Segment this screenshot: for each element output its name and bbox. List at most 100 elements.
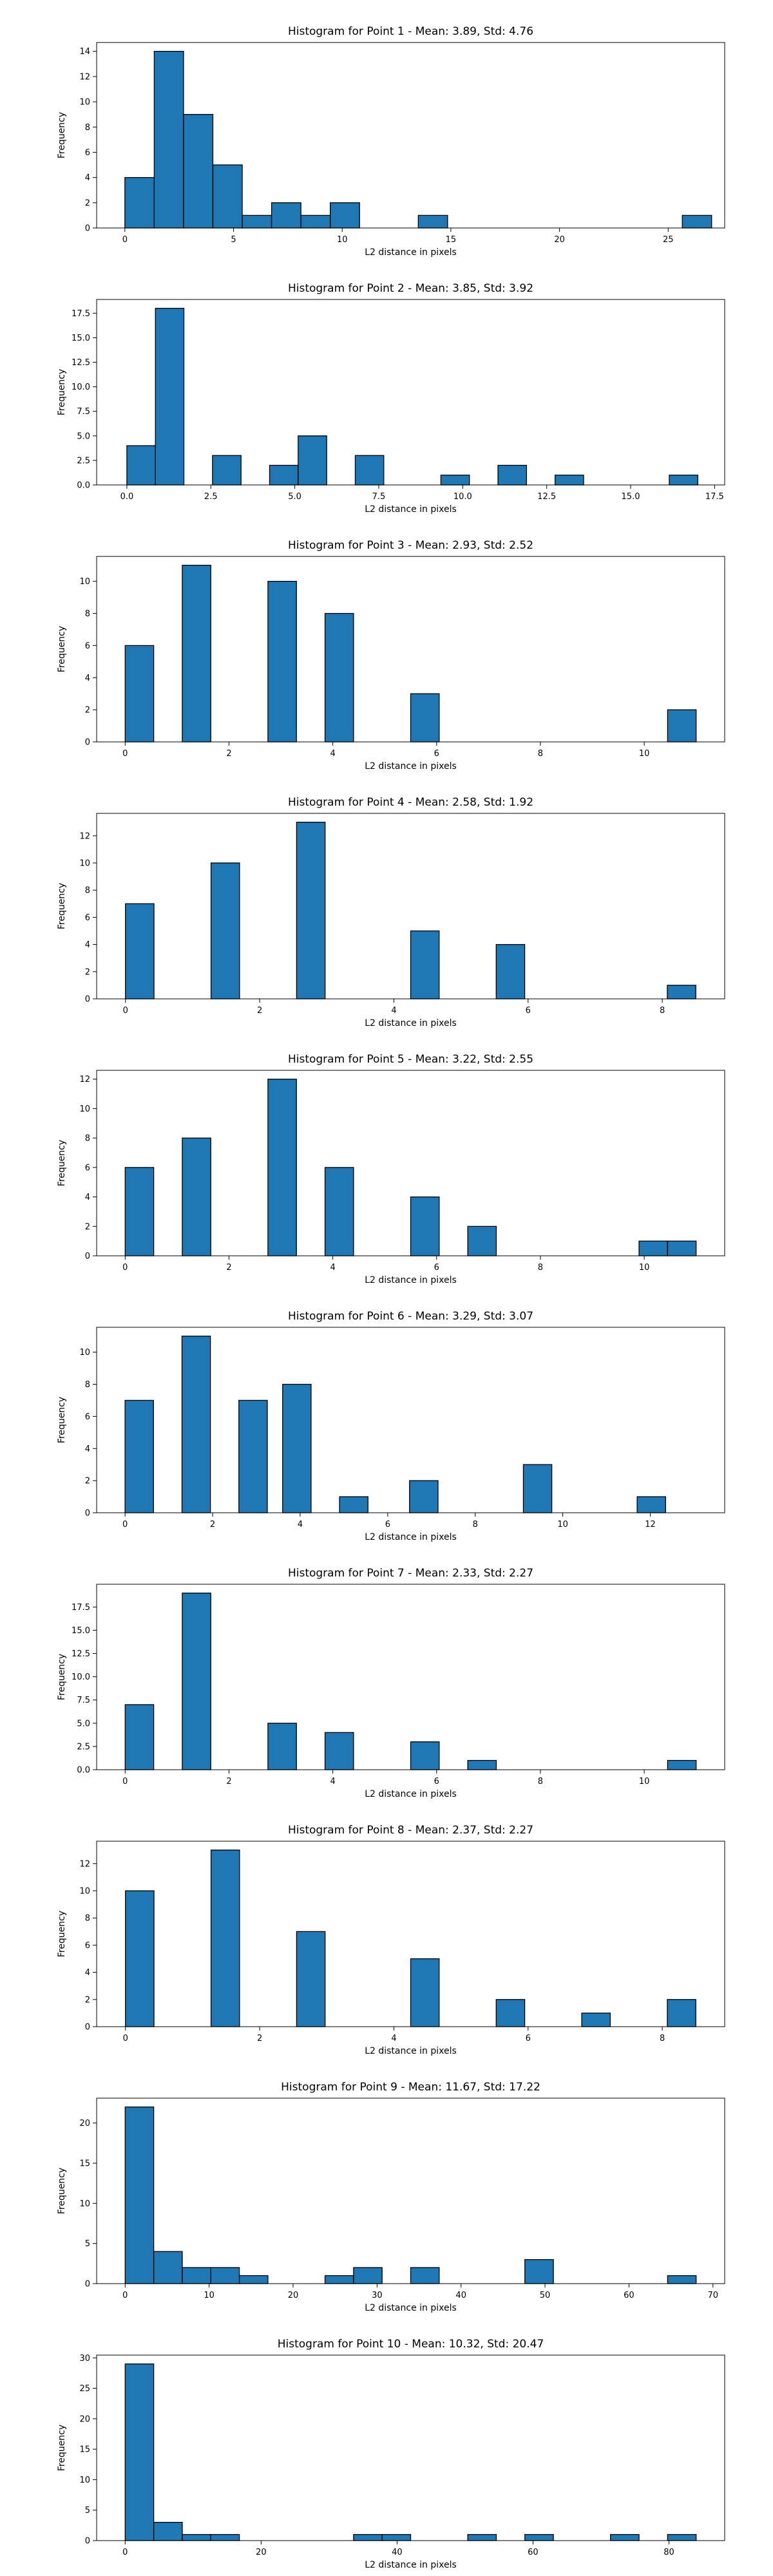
histogram-bar xyxy=(667,985,696,999)
y-axis-label: Frequency xyxy=(57,626,67,672)
y-tick-label: 10.0 xyxy=(72,1672,90,1682)
x-tick-label: 4 xyxy=(391,1006,396,1016)
x-tick-label: 0 xyxy=(122,1777,128,1786)
x-tick-label: 80 xyxy=(663,2548,674,2557)
x-tick-label: 4 xyxy=(298,1520,303,1530)
axes-frame xyxy=(96,1841,725,2027)
x-tick-label: 6 xyxy=(526,1006,531,1016)
histogram-bar xyxy=(410,1958,440,2027)
y-tick-label: 6 xyxy=(85,148,90,158)
chart-8: Histogram for Point 8 - Mean: 2.37, Std:… xyxy=(57,1824,725,2056)
y-tick-label: 15 xyxy=(79,2445,90,2455)
y-tick-label: 12 xyxy=(79,1859,90,1869)
x-tick-label: 2 xyxy=(226,1777,231,1786)
chart-3: Histogram for Point 3 - Mean: 2.93, Std:… xyxy=(57,539,725,772)
x-tick-label: 8 xyxy=(473,1520,478,1530)
y-tick-label: 17.5 xyxy=(72,1603,90,1613)
y-tick-label: 0 xyxy=(85,1509,90,1519)
histogram-bar xyxy=(667,709,697,743)
histogram-bar xyxy=(581,2012,611,2027)
chart-title: Histogram for Point 9 - Mean: 11.67, Std… xyxy=(281,2081,540,2094)
histogram-bar xyxy=(417,214,448,229)
axes-frame xyxy=(96,2098,725,2284)
histogram-bar xyxy=(353,2267,383,2284)
histogram-bar xyxy=(242,214,272,229)
chart-1: Histogram for Point 1 - Mean: 3.89, Std:… xyxy=(57,25,725,258)
x-tick-label: 6 xyxy=(526,2034,531,2043)
histogram-bar xyxy=(296,822,326,999)
y-tick-label: 0 xyxy=(85,1252,90,1262)
y-tick-label: 8 xyxy=(85,609,90,619)
histogram-bar xyxy=(636,1496,666,1513)
histogram-bar xyxy=(210,2267,240,2284)
chart-2: Histogram for Point 2 - Mean: 3.85, Std:… xyxy=(57,282,725,515)
histogram-bar xyxy=(667,1240,697,1256)
histogram-bar xyxy=(124,176,155,229)
y-tick-label: 10 xyxy=(79,1104,90,1114)
histogram-bar xyxy=(212,164,243,229)
histogram-bar xyxy=(210,2533,240,2541)
y-tick-label: 5 xyxy=(85,2506,90,2515)
histogram-bar xyxy=(182,2533,211,2541)
y-tick-label: 12.5 xyxy=(72,358,90,368)
histogram-bar xyxy=(183,114,214,229)
histogram-bar xyxy=(497,464,528,486)
x-axis-label: L2 distance in pixels xyxy=(365,1018,457,1028)
histogram-bar xyxy=(409,1480,439,1513)
x-tick-label: 50 xyxy=(540,2291,551,2300)
histogram-bar xyxy=(124,1399,154,1513)
x-tick-label: 40 xyxy=(392,2548,403,2557)
y-tick-label: 0 xyxy=(85,2023,90,2032)
x-tick-label: 15 xyxy=(446,235,457,245)
histogram-bar xyxy=(267,1079,297,1256)
y-tick-label: 12 xyxy=(79,1075,90,1084)
x-tick-label: 8 xyxy=(660,2034,665,2043)
chart-title: Histogram for Point 6 - Mean: 3.29, Std:… xyxy=(288,1310,533,1323)
axes-frame xyxy=(96,2354,725,2541)
x-tick-label: 7.5 xyxy=(372,492,386,502)
x-tick-label: 0 xyxy=(122,235,128,245)
histogram-bar xyxy=(324,612,354,743)
y-tick-label: 0 xyxy=(85,2537,90,2546)
histogram-bar xyxy=(212,455,242,486)
y-tick-label: 10.0 xyxy=(72,383,90,392)
histogram-bar xyxy=(153,2251,183,2284)
histogram-bar xyxy=(126,445,156,486)
histogram-bar xyxy=(182,2267,211,2284)
x-tick-label: 0 xyxy=(122,2548,128,2557)
histogram-bar xyxy=(638,1240,669,1256)
y-axis-label: Frequency xyxy=(57,1654,67,1700)
histogram-bar xyxy=(467,2533,497,2541)
chart-10: Histogram for Point 10 - Mean: 10.32, St… xyxy=(57,2338,725,2570)
y-tick-label: 10 xyxy=(79,2476,90,2485)
histogram-bar xyxy=(324,1732,354,1770)
y-tick-label: 4 xyxy=(85,1193,90,1202)
x-tick-label: 6 xyxy=(434,1777,439,1786)
x-tick-label: 2 xyxy=(226,749,231,759)
chart-title: Histogram for Point 8 - Mean: 2.37, Std:… xyxy=(288,1824,533,1837)
histogram-bar xyxy=(124,1704,155,1770)
histogram-bar xyxy=(153,51,184,229)
chart-title: Histogram for Point 1 - Mean: 3.89, Std:… xyxy=(288,25,533,38)
x-tick-label: 12.5 xyxy=(537,492,556,502)
y-tick-label: 2 xyxy=(85,198,90,208)
x-axis-label: L2 distance in pixels xyxy=(365,1789,457,1799)
y-tick-label: 8 xyxy=(85,886,90,896)
histogram-bar xyxy=(124,2363,155,2541)
x-tick-label: 0 xyxy=(123,1006,128,1016)
histogram-bar xyxy=(667,1759,697,1770)
chart-title: Histogram for Point 2 - Mean: 3.85, Std:… xyxy=(288,282,533,295)
x-tick-label: 6 xyxy=(434,749,439,759)
y-tick-label: 4 xyxy=(85,940,90,950)
y-tick-label: 15 xyxy=(79,2159,90,2168)
y-axis-label: Frequency xyxy=(57,1397,67,1443)
histogram-bar xyxy=(153,2521,183,2541)
y-tick-label: 2 xyxy=(85,1477,90,1486)
y-tick-label: 12.5 xyxy=(72,1649,90,1659)
y-tick-label: 8 xyxy=(85,123,90,133)
x-tick-label: 40 xyxy=(455,2291,466,2300)
y-tick-label: 10 xyxy=(79,98,90,108)
y-axis-label: Frequency xyxy=(57,2168,67,2214)
axes-frame xyxy=(96,556,725,743)
